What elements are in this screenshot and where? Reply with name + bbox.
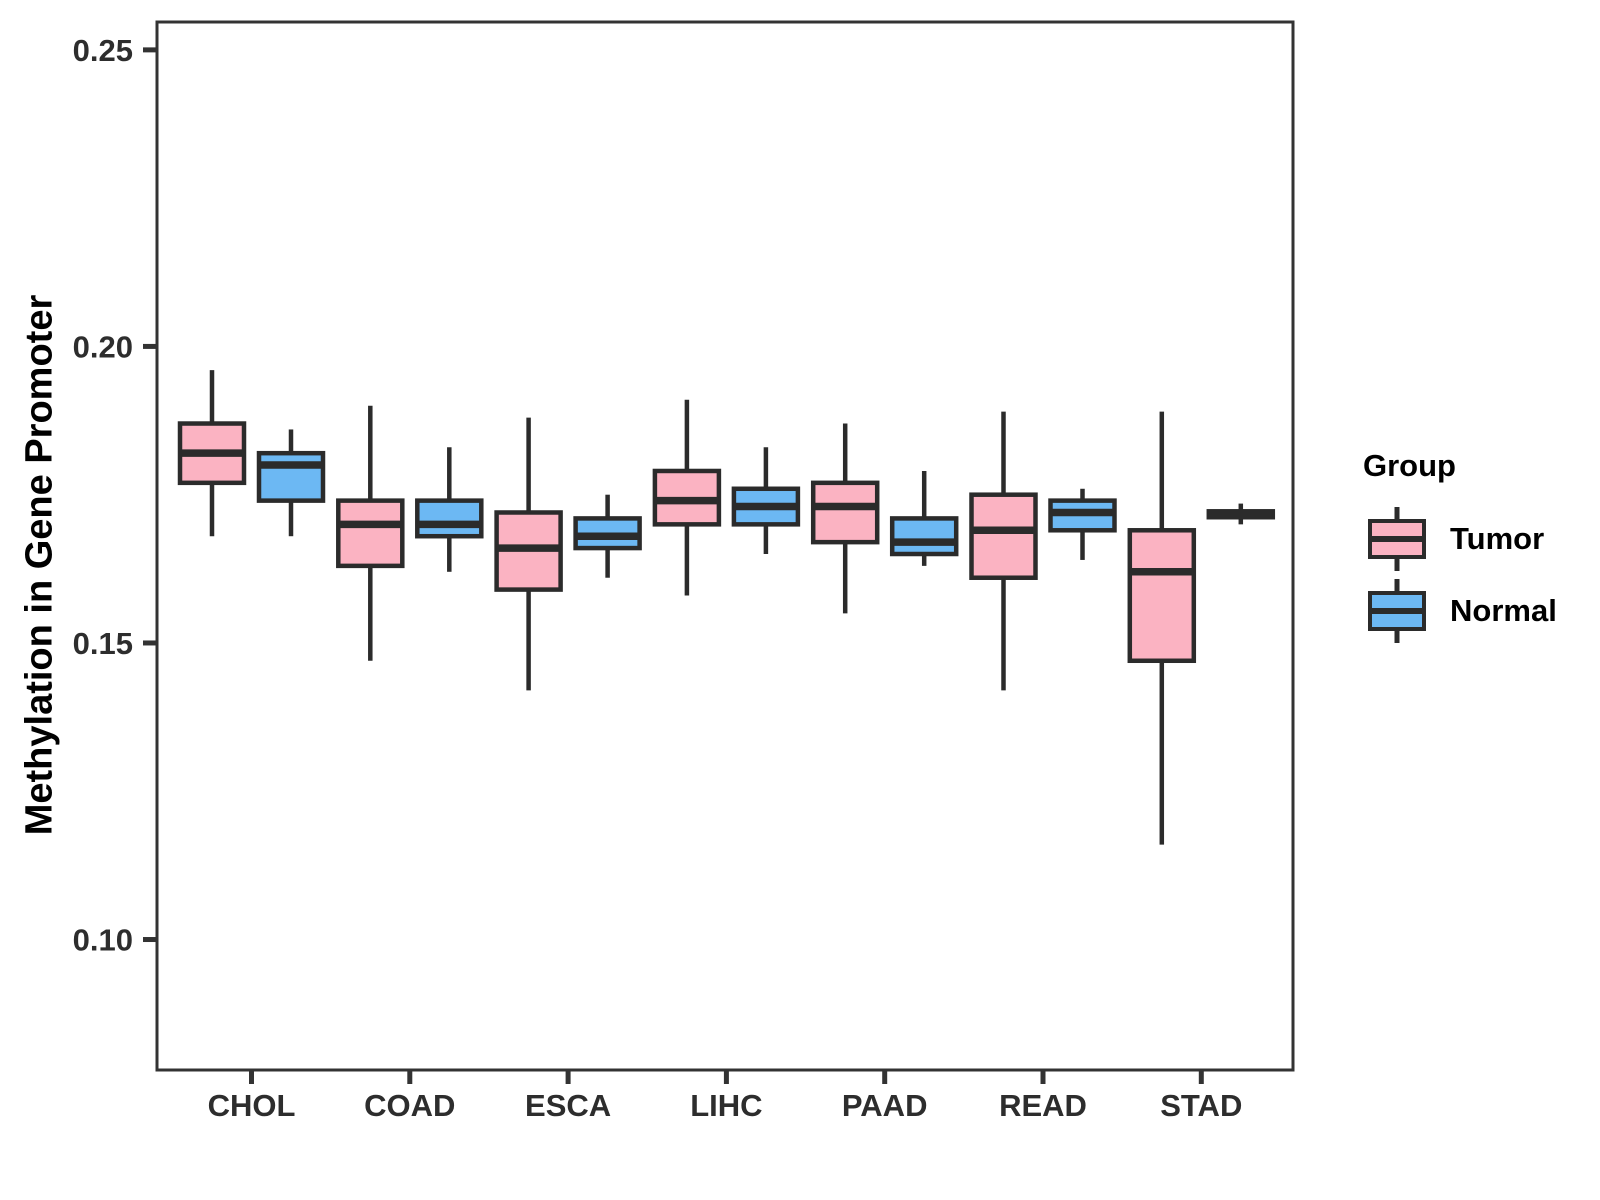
y-axis-title: Methylation in Gene Promoter [18,294,61,836]
box-coad-tumor [336,498,405,569]
legend-title: Group [1363,448,1456,483]
legend-item-normal: Normal [1340,578,1590,644]
x-tick-label: LIHC [690,1088,762,1123]
x-tick-label: ESCA [525,1088,611,1123]
normal-boxplot-icon [1368,579,1426,643]
box-paad-normal [889,516,959,557]
box-paad-tumor [810,480,880,545]
box-chol-normal [256,450,326,503]
y-tick-label: 0.20 [73,329,133,364]
legend-label-normal: Normal [1450,593,1557,628]
x-tick-label: COAD [364,1088,455,1123]
x-tick-label: CHOL [208,1088,296,1123]
box-coad-normal [415,498,484,539]
box-stad-tumor [1127,528,1197,664]
legend-item-tumor: Tumor [1340,506,1590,572]
legend-label-tumor: Tumor [1450,521,1545,556]
x-tick-label: PAAD [842,1088,928,1123]
y-tick-label: 0.10 [73,923,133,958]
y-tick-label: 0.25 [73,33,133,68]
tumor-boxplot-icon [1368,507,1426,571]
legend: Group Tumor Normal [1340,448,1590,650]
x-tick-label: READ [999,1088,1087,1123]
box-read-tumor [969,492,1038,580]
x-tick-label: STAD [1160,1088,1242,1123]
y-tick-label: 0.15 [73,626,133,661]
panel-border [155,20,1295,1072]
